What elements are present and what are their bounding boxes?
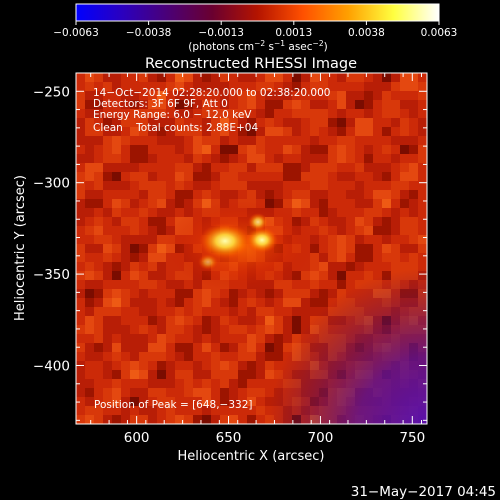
y-tick-label: −250	[33, 84, 70, 100]
y-axis-label: Heliocentric Y (arcsec)	[13, 175, 28, 321]
peak-position-label: Position of Peak = [648,−332]	[94, 399, 253, 411]
obs-time-range: 14−Oct−2014 02:28:20.000 to 02:38:20.000	[93, 87, 330, 99]
x-tick-label: 600	[124, 430, 150, 446]
chart-title: Reconstructed RHESSI Image	[145, 56, 357, 72]
colorbar-tick-label: 0.0038	[348, 27, 385, 39]
colorbar-tick-label: −0.0038	[126, 27, 172, 39]
colorbar-tick-label: −0.0063	[53, 27, 99, 39]
x-tick-labels: 600 650 700 750	[124, 430, 425, 446]
y-tick-labels: −250 −300 −350 −400	[33, 84, 70, 374]
obs-energy-range: Energy Range: 6.0 − 12.0 keV	[93, 109, 252, 121]
colorbar-tick-label: −0.0013	[198, 27, 244, 39]
y-tick-label: −400	[33, 359, 70, 375]
colorbar-units: (photons cm−2 s−1 asec−2)	[188, 39, 327, 53]
flare-source-main	[199, 223, 251, 259]
colorbar-tick-label: 0.0063	[421, 27, 458, 39]
x-tick-label: 650	[216, 430, 242, 446]
y-tick-label: −300	[33, 176, 70, 192]
image-area	[76, 73, 427, 424]
axis-ticks	[76, 73, 427, 424]
colorbar	[75, 3, 440, 22]
colorbar-ticks	[75, 21, 440, 25]
y-tick-label: −350	[33, 267, 70, 283]
obs-clean-counts: Clean Total counts: 2.88E+04	[93, 122, 258, 134]
flare-source-secondary	[246, 227, 278, 253]
colorbar-tick-label: 0.0013	[275, 27, 312, 39]
footer-timestamp: 31−May−2017 04:45	[351, 484, 496, 500]
colorbar-tick-labels: −0.0063 −0.0038 −0.0013 0.0013 0.0038 0.…	[53, 27, 457, 39]
x-tick-label: 700	[308, 430, 334, 446]
plot-frame	[75, 72, 428, 425]
observation-info: 14−Oct−2014 02:28:20.000 to 02:38:20.000…	[93, 87, 330, 134]
x-axis-label: Heliocentric X (arcsec)	[178, 449, 325, 464]
obs-detectors: Detectors: 3F 6F 9F, Att 0	[93, 98, 228, 110]
x-tick-label: 750	[399, 430, 425, 446]
